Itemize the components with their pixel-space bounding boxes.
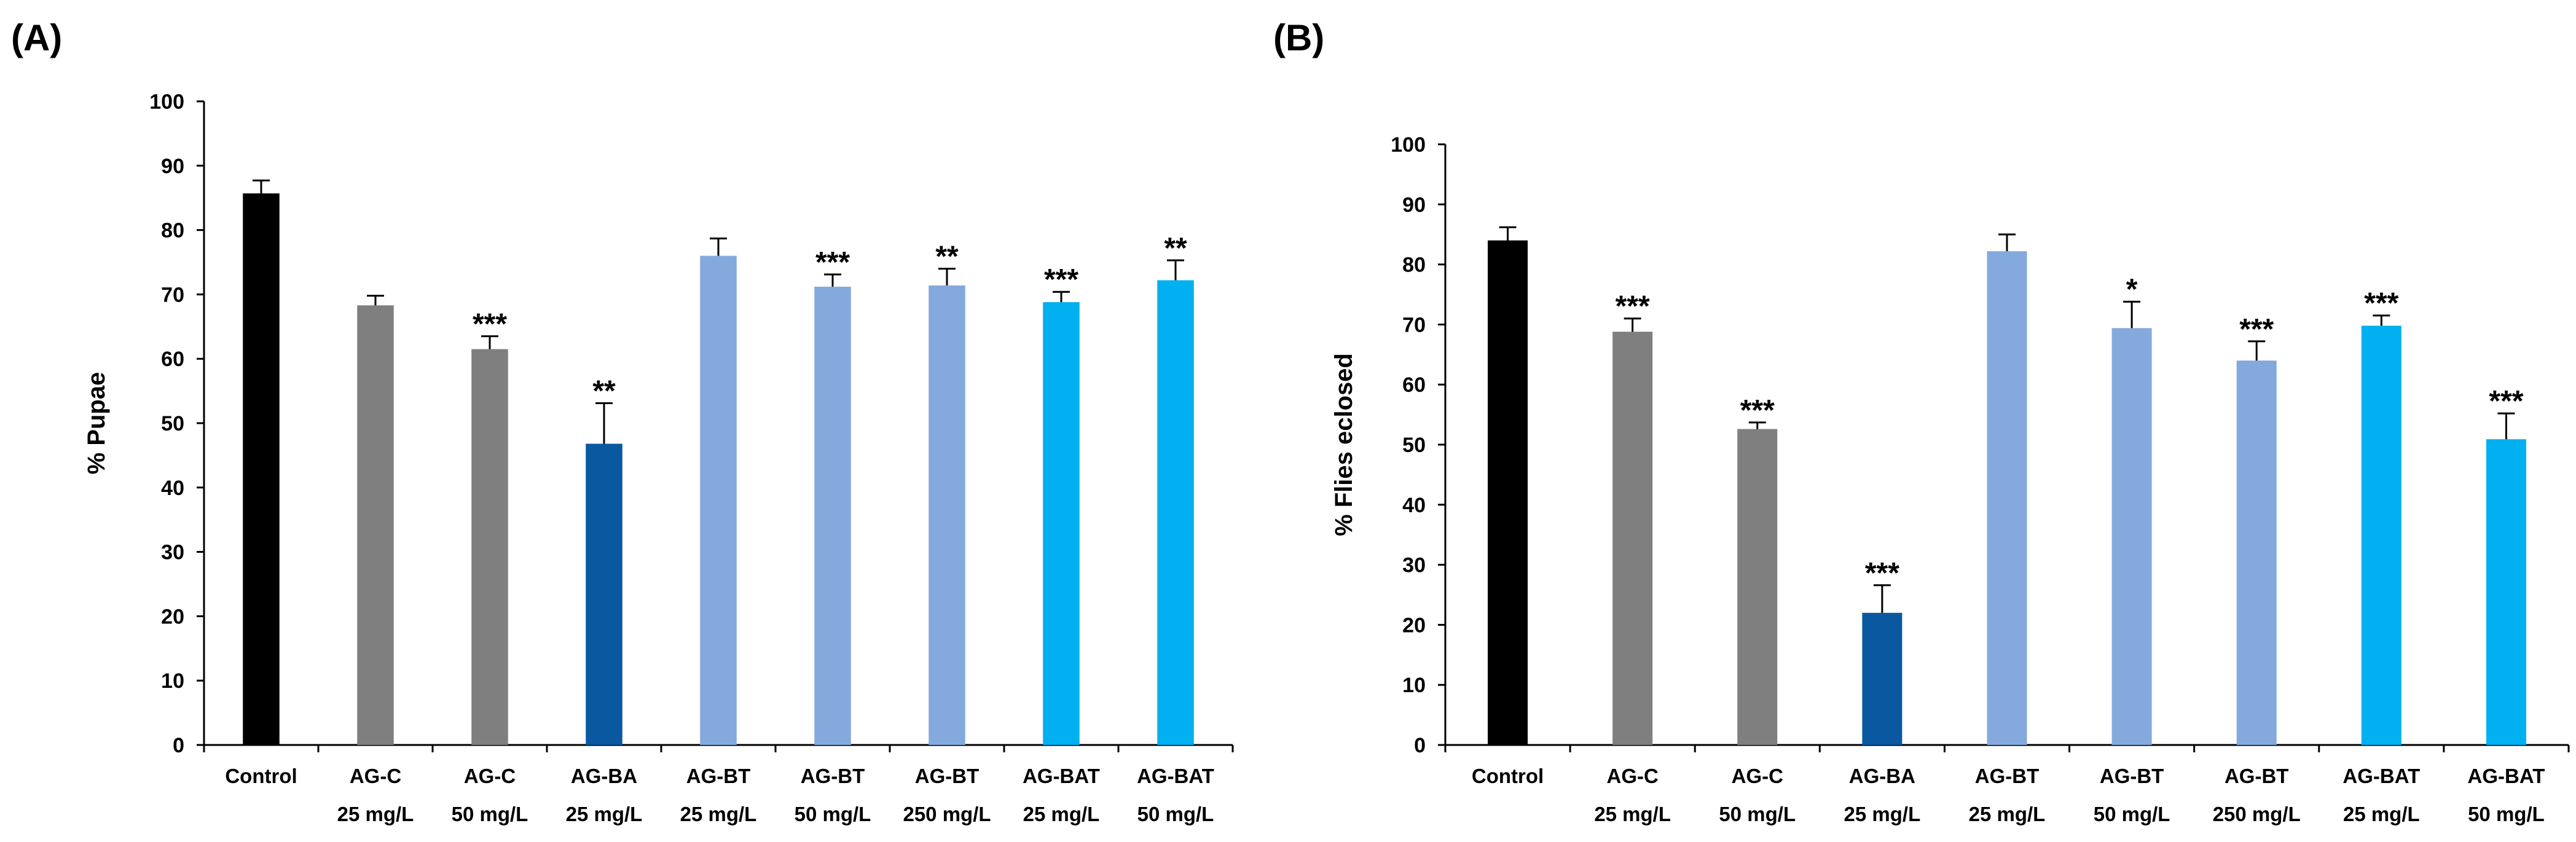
panel-b-significance: ***: [2239, 313, 2274, 346]
panel-b-category-dose: 25 mg/L: [1594, 803, 1671, 825]
panel-b-y-tick-label: 20: [1402, 614, 1426, 637]
panel-b-category-dose: 50 mg/L: [2094, 803, 2170, 825]
panel-b-significance: *: [2126, 273, 2138, 306]
panel-b-significance: ***: [2364, 287, 2398, 320]
panel-b-category-label: AG-BT: [2100, 765, 2164, 787]
panel-b-bar: [2361, 325, 2401, 745]
panel-a-label: (A): [11, 17, 62, 58]
panel-b-y-tick-label: 10: [1402, 674, 1426, 697]
panel-a-category-label: AG-C: [350, 765, 401, 787]
panel-b-category-label: AG-BAT: [2468, 765, 2545, 787]
panel-a-significance: ***: [473, 308, 507, 341]
panel-a-category-dose: 50 mg/L: [1137, 803, 1214, 825]
panel-a-significance: **: [592, 375, 616, 408]
panel-a-category-label: AG-BA: [571, 765, 637, 787]
panel-a-significance: **: [1164, 232, 1187, 265]
panel-b-bar: [2236, 361, 2277, 745]
panel-a-y-tick-label: 70: [161, 283, 184, 306]
panel-b-bar: [1488, 240, 1528, 746]
panel-b-category-dose: 50 mg/L: [1719, 803, 1796, 825]
panel-a-y-tick-label: 10: [161, 669, 184, 693]
panel-a-bar: [929, 285, 965, 745]
panel-b-y-tick-label: 30: [1402, 554, 1426, 577]
panel-a-y-tick-label: 40: [161, 477, 184, 500]
panel-b-category-label: AG-BA: [1849, 765, 1915, 787]
panel-b-y-tick-label: 60: [1402, 373, 1426, 397]
panel-a-category-dose: 25 mg/L: [1023, 803, 1100, 825]
panel-b-category-label: AG-C: [1732, 765, 1783, 787]
panel-a-significance: ***: [815, 246, 850, 279]
panel-b-y-tick-label: 90: [1402, 193, 1426, 217]
panel-a-category-label: AG-BAT: [1137, 765, 1214, 787]
panel-a-y-tick-label: 100: [149, 90, 184, 114]
panel-a-bar: [814, 286, 851, 746]
panel-a-y-axis-title: % Pupae: [83, 372, 110, 475]
panel-b-y-tick-label: 40: [1402, 494, 1426, 517]
panel-a-significance: ***: [1044, 263, 1078, 296]
panel-b-y-tick-label: 50: [1402, 434, 1426, 457]
panel-a-bar: [586, 443, 622, 745]
panel-b-category-dose: 25 mg/L: [1844, 803, 1921, 825]
panel-b-category-label: AG-BAT: [2342, 765, 2420, 787]
panel-a-bar: [471, 349, 508, 745]
panel-b-y-tick-label: 80: [1402, 254, 1426, 277]
panel-b-category-dose: 25 mg/L: [2343, 803, 2420, 825]
panel-a-y-tick-label: 90: [161, 155, 184, 178]
panel-a-bar: [700, 255, 737, 745]
panel-a-bar: [1043, 302, 1080, 745]
panel-a-category-dose: 25 mg/L: [337, 803, 414, 825]
panel-b-y-tick-label: 70: [1402, 313, 1426, 337]
panel-a-category-dose: 25 mg/L: [566, 803, 643, 825]
panel-a-category-label: Control: [225, 765, 297, 787]
panel-b-significance: ***: [1865, 557, 1899, 590]
panel-a-bar: [357, 305, 394, 745]
panel-a-bar: [243, 193, 280, 745]
panel-b-bar: [2486, 439, 2526, 745]
panel-b-significance: ***: [2489, 385, 2523, 418]
panel-b-y-tick-label: 100: [1391, 133, 1426, 157]
panel-b-label: (B): [1273, 17, 1324, 58]
panel-b-significance: ***: [1740, 394, 1775, 427]
panel-b-category-label: AG-C: [1607, 765, 1659, 787]
panel-b-category-label: AG-BT: [1975, 765, 2039, 787]
panel-a-category-label: AG-C: [464, 765, 516, 787]
panel-a-category-label: AG-BAT: [1023, 765, 1100, 787]
panel-b-category-dose: 250 mg/L: [2213, 803, 2301, 825]
panel-a-y-tick-label: 0: [173, 734, 184, 757]
panel-a-category-label: AG-BT: [801, 765, 865, 787]
panel-a-y-tick-label: 60: [161, 348, 184, 371]
panel-b-category-label: Control: [1472, 765, 1544, 787]
panel-b-bar: [1987, 251, 2027, 746]
panel-a-y-tick-label: 80: [161, 219, 184, 243]
panel-a-bar: [1157, 280, 1194, 745]
panel-b-bar: [1862, 612, 1903, 745]
panel-a-category-label: AG-BT: [915, 765, 979, 787]
panel-a-y-tick-label: 20: [161, 605, 184, 628]
panel-a-category-dose: 25 mg/L: [680, 803, 757, 825]
panel-a-category-label: AG-BT: [686, 765, 750, 787]
panel-b-category-label: AG-BT: [2225, 765, 2288, 787]
panel-b-category-dose: 25 mg/L: [1969, 803, 2046, 825]
panel-b-bar: [1737, 429, 1778, 745]
panel-a-category-dose: 50 mg/L: [452, 803, 528, 825]
panel-a-category-dose: 250 mg/L: [903, 803, 991, 825]
panel-b-bar: [2111, 328, 2152, 745]
panel-b-y-axis-title: % Flies eclosed: [1330, 353, 1357, 536]
panel-b-y-tick-label: 0: [1414, 734, 1426, 757]
panel-b-category-dose: 50 mg/L: [2468, 803, 2545, 825]
panel-a-y-tick-label: 30: [161, 541, 184, 564]
panel-b-significance: ***: [1616, 290, 1650, 323]
panel-a-category-dose: 50 mg/L: [795, 803, 871, 825]
panel-b-bar: [1612, 332, 1653, 745]
panel-a-y-tick-label: 50: [161, 412, 184, 435]
panel-a-significance: **: [935, 240, 959, 273]
